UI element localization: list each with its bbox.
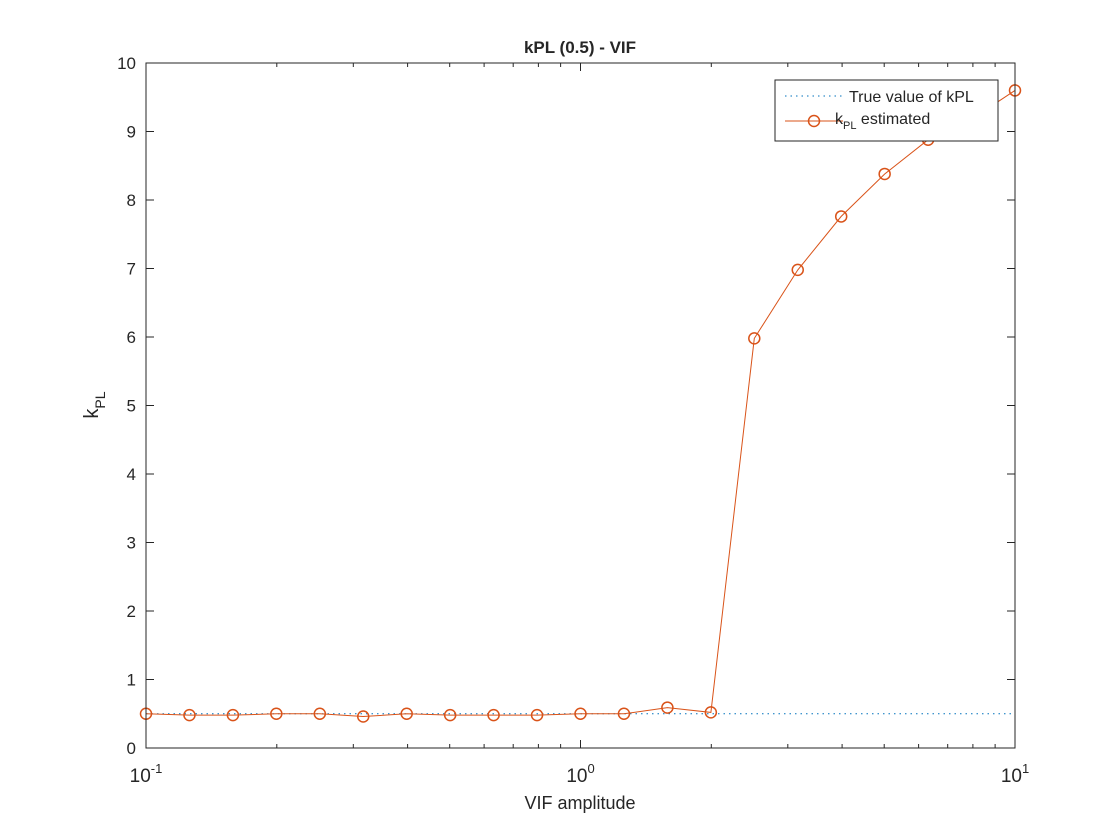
estimated-point — [791, 263, 805, 277]
x-axis-label: VIF amplitude — [524, 793, 635, 813]
y-tick-label: 3 — [127, 534, 136, 553]
legend-box — [774, 79, 999, 142]
y-tick-label: 4 — [127, 465, 136, 484]
y-tick-label: 5 — [127, 397, 136, 416]
y-axis-label-subscript: PL — [92, 391, 108, 408]
y-axis-label-base: k — [81, 408, 103, 419]
plot-area — [146, 63, 1015, 748]
estimated-point — [834, 210, 848, 223]
estimated-point — [313, 707, 327, 720]
estimated-point — [443, 708, 457, 722]
x-tick-label: 101 — [1001, 761, 1029, 787]
y-tick-label: 0 — [127, 739, 136, 758]
y-tick-label: 10 — [117, 54, 136, 73]
estimated-line — [145, 89, 1016, 718]
y-tick-label: 7 — [127, 260, 136, 279]
x-tick-label-base: 10 — [1001, 766, 1022, 787]
estimated-point — [878, 167, 891, 181]
y-tick-label: 9 — [127, 123, 136, 142]
x-tick-label-exponent: 1 — [1022, 761, 1029, 776]
legend-label-estimated: kPL estimated — [835, 111, 930, 132]
estimated-point — [487, 708, 500, 722]
y-tick-label: 1 — [127, 671, 136, 690]
legend-label-true-value: True value of kPL — [849, 89, 974, 106]
legend: True value of kPL kPL estimated — [774, 79, 999, 142]
legend-label-estimated-suffix: estimated — [856, 111, 930, 128]
x-tick-label-exponent: -1 — [151, 761, 163, 776]
x-tick-label-base: 10 — [566, 766, 587, 787]
y-tick-label: 6 — [127, 328, 136, 347]
estimated-point — [661, 701, 674, 714]
estimated-point — [530, 708, 544, 722]
legend-label-estimated-base: k — [835, 111, 844, 128]
legend-label-estimated-subscript: PL — [843, 120, 856, 132]
plot-frame — [145, 62, 1016, 749]
y-tick-label: 8 — [127, 191, 136, 210]
estimated-point — [574, 707, 587, 720]
x-tick-label-base: 10 — [130, 766, 151, 787]
estimated-point — [183, 708, 196, 722]
y-axis-label: kPL — [81, 391, 108, 418]
estimated-point — [270, 707, 283, 720]
estimated-point — [356, 710, 370, 723]
y-tick-label: 2 — [127, 602, 136, 621]
estimated-point — [748, 332, 761, 345]
x-tick-label: 100 — [566, 761, 594, 787]
estimated-point — [400, 707, 413, 720]
series-layer — [139, 84, 1022, 723]
chart-title: kPL (0.5) - VIF — [524, 38, 636, 57]
x-tick-label-exponent: 0 — [587, 761, 594, 776]
estimated-point — [704, 706, 718, 719]
legend-marker-estimated — [807, 114, 821, 128]
estimated-point — [226, 708, 240, 722]
x-tick-label: 10-1 — [130, 761, 163, 787]
estimated-point — [617, 707, 631, 720]
